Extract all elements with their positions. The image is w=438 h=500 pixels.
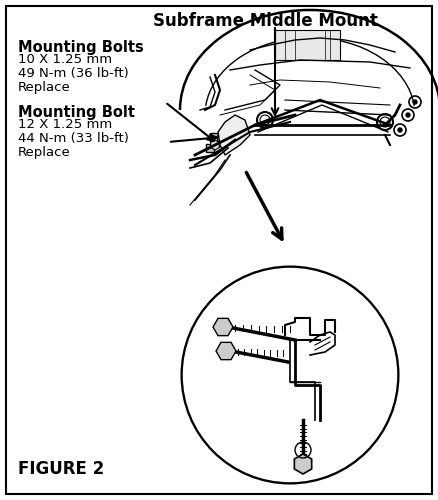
Text: Subframe Middle Mount: Subframe Middle Mount	[152, 12, 378, 30]
FancyBboxPatch shape	[214, 138, 222, 146]
FancyBboxPatch shape	[6, 6, 432, 494]
Text: Mounting Bolts: Mounting Bolts	[18, 40, 144, 55]
Text: 49 N-m (36 lb-ft): 49 N-m (36 lb-ft)	[18, 67, 129, 80]
Text: FIGURE 2: FIGURE 2	[18, 460, 104, 478]
Text: Replace: Replace	[18, 146, 71, 159]
Circle shape	[413, 100, 417, 104]
Circle shape	[406, 113, 410, 117]
Polygon shape	[218, 115, 250, 155]
FancyBboxPatch shape	[210, 133, 218, 141]
Text: 12 X 1.25 mm: 12 X 1.25 mm	[18, 118, 112, 131]
Circle shape	[184, 268, 396, 482]
FancyBboxPatch shape	[275, 30, 340, 60]
Text: 10 X 1.25 mm: 10 X 1.25 mm	[18, 53, 112, 66]
FancyBboxPatch shape	[206, 144, 214, 152]
Text: Replace: Replace	[18, 81, 71, 94]
Text: 44 N-m (33 lb-ft): 44 N-m (33 lb-ft)	[18, 132, 129, 145]
Circle shape	[398, 128, 402, 132]
Text: Mounting Bolt: Mounting Bolt	[18, 105, 135, 120]
